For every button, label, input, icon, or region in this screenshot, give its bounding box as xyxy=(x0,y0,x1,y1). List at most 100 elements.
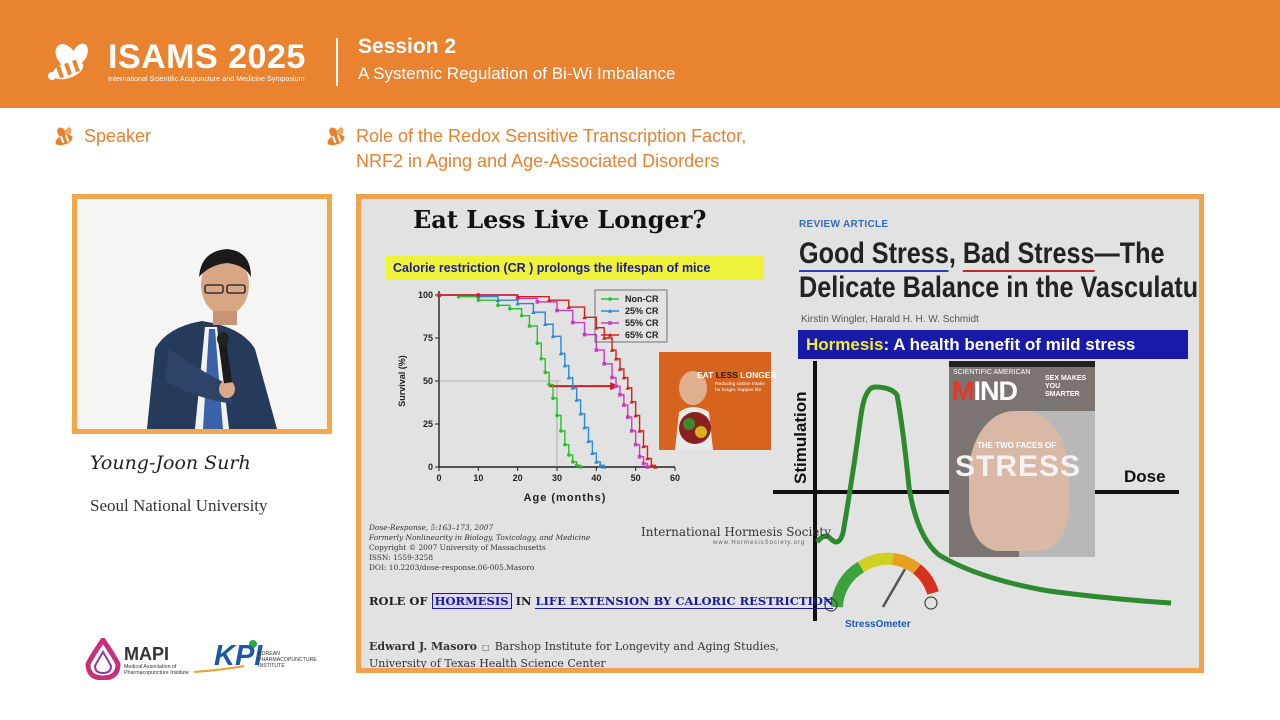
magazine-title: MIND xyxy=(952,376,1018,406)
data-point xyxy=(563,442,567,447)
topic-line-2: NRF2 in Aging and Age-Associated Disorde… xyxy=(356,151,720,171)
kpi-logo-icon xyxy=(193,640,257,673)
data-point xyxy=(637,454,642,459)
data-point xyxy=(613,356,619,361)
data-point xyxy=(641,443,646,449)
bee-bullet-icon xyxy=(55,127,73,146)
data-point xyxy=(608,321,612,325)
session-title: Session 2 xyxy=(358,35,457,58)
data-point xyxy=(562,363,568,368)
data-point xyxy=(629,399,634,404)
x-tick-label: 20 xyxy=(513,473,523,483)
data-point xyxy=(633,413,638,418)
topic-title: Role of the Redox Sensitive Transcriptio… xyxy=(356,124,746,174)
x-tick-label: 40 xyxy=(591,473,601,483)
header-divider xyxy=(336,38,338,86)
header-bar: ISAMS 2025 International Scientific Acup… xyxy=(0,0,1280,108)
data-point xyxy=(653,464,658,469)
data-point xyxy=(551,396,555,400)
review-article-label: REVIEW ARTICLE xyxy=(799,219,889,230)
isams-logo: ISAMS 2025 International Scientific Acup… xyxy=(44,36,324,86)
y-tick-label: 0 xyxy=(428,462,433,472)
kpi-logo-text: KPI xyxy=(214,640,263,672)
data-point xyxy=(495,297,501,302)
data-point xyxy=(641,461,646,466)
book-subtitle: Reducing calorie intake for longer, happ… xyxy=(715,382,765,393)
mapi-logo-subtext: Medical Association of Pharmacopuncture … xyxy=(124,664,189,676)
data-point xyxy=(508,306,512,311)
data-point xyxy=(610,375,614,380)
data-point xyxy=(574,397,579,402)
x-tick-label: 10 xyxy=(473,473,483,483)
data-point xyxy=(633,442,638,447)
survival-chart: 0 10 20 30 40 50 60 0 25 50 75 100 Age (months) Survi… xyxy=(397,289,680,504)
data-point xyxy=(582,425,587,430)
article-authors: Kirstin Wingler, Harald H. H. W. Schmidt xyxy=(801,314,979,325)
bee-logo-icon xyxy=(48,43,88,80)
topic-line-1: Role of the Redox Sensitive Transcriptio… xyxy=(356,126,747,146)
article-title: Good Stress, Bad Stress—The Delicate Bal… xyxy=(799,237,1199,304)
data-point xyxy=(559,429,563,433)
data-point xyxy=(645,456,650,461)
paper-author: Edward J. Masoro □ Barshop Institute for… xyxy=(369,640,779,668)
legend-label: 25% CR xyxy=(625,306,659,316)
mapi-logo-text: MAPI xyxy=(124,644,169,664)
data-point xyxy=(558,351,564,356)
data-point xyxy=(535,341,540,345)
legend-box xyxy=(594,289,668,343)
data-point xyxy=(546,297,552,302)
data-point xyxy=(625,385,630,390)
data-point xyxy=(637,428,642,433)
chart-marks xyxy=(436,292,658,469)
data-point xyxy=(570,320,575,325)
y-tick-label: 75 xyxy=(423,333,433,343)
data-point xyxy=(598,462,603,468)
data-point xyxy=(602,464,607,469)
x-tick-label: 50 xyxy=(631,473,641,483)
data-point xyxy=(574,463,579,468)
data-point xyxy=(570,460,575,464)
data-point xyxy=(621,375,627,380)
chart-axes: 0 10 20 30 40 50 60 0 25 50 75 100 Age (months) Survi… xyxy=(397,290,680,504)
y-tick-label: 25 xyxy=(423,419,433,429)
data-point xyxy=(515,294,520,299)
hormesis-society-name: International Hormesis Society xyxy=(641,525,832,539)
data-point xyxy=(543,321,548,327)
data-point xyxy=(539,356,544,361)
data-point xyxy=(578,411,583,416)
speaker-video-frame xyxy=(72,194,332,434)
mapi-logo-icon xyxy=(85,638,121,680)
data-point xyxy=(547,382,551,387)
x-axis-label: Age (months) xyxy=(524,492,607,504)
speaker-label: Speaker xyxy=(84,126,152,146)
data-point xyxy=(608,297,612,301)
data-point xyxy=(515,301,520,306)
stressometer-label: StressOmeter xyxy=(845,619,911,630)
kpi-logo-subtext: KOREAN PHARMACOPUNCTURE INSTITUTE xyxy=(258,651,317,669)
slide-frame: Eat Less Live Longer? Calorie restrictio… xyxy=(356,194,1204,673)
data-point xyxy=(617,366,623,371)
data-point xyxy=(566,304,571,309)
magazine-cover-image: SCIENTIFIC AMERICAN MIND SEX MAKES YOU S… xyxy=(949,361,1095,557)
data-point xyxy=(476,292,481,297)
data-point xyxy=(555,308,559,313)
y-axis-label: Survival (%) xyxy=(397,355,407,407)
legend-label: Non-CR xyxy=(625,294,659,304)
magazine-header: SCIENTIFIC AMERICAN xyxy=(953,369,1031,376)
series-line-65-cr xyxy=(439,294,657,467)
data-point xyxy=(607,332,613,337)
data-point xyxy=(567,453,571,457)
speaker-video[interactable] xyxy=(77,199,327,429)
data-point xyxy=(590,450,595,456)
data-point xyxy=(594,459,599,464)
data-point xyxy=(519,313,524,318)
data-point xyxy=(622,403,626,407)
cr-banner: Calorie restriction (CR ) prolongs the l… xyxy=(386,256,764,280)
book-cover-art xyxy=(675,371,713,450)
data-point xyxy=(527,324,532,328)
bee-bullet-icon xyxy=(327,127,345,146)
data-point xyxy=(602,362,606,366)
data-point xyxy=(578,465,583,469)
data-point xyxy=(566,375,571,380)
data-point xyxy=(629,429,634,433)
